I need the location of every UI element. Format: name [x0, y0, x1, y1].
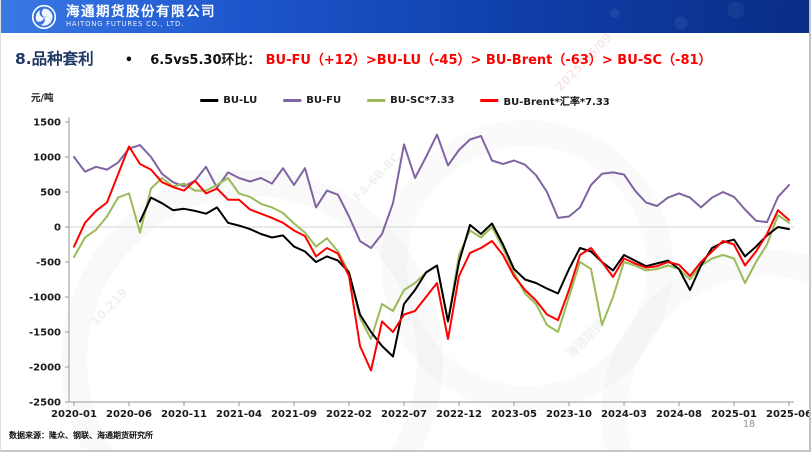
page-number: 18 [743, 419, 756, 430]
legend-label: BU-Brent*汇率*7.33 [503, 97, 610, 108]
bullet-marker: • [124, 53, 134, 68]
legend-swatch [200, 99, 219, 102]
header-bar: 海通期货股份有限公司 HAITONG FUTURES CO., LTD. [1, 0, 809, 33]
svg-text:1000: 1000 [33, 153, 61, 164]
company-name-block: 海通期货股份有限公司 HAITONG FUTURES CO., LTD. [66, 5, 216, 27]
legend-label: BU-FU [306, 95, 342, 106]
company-name-cn: 海通期货股份有限公司 [66, 4, 216, 21]
svg-text:0: 0 [54, 223, 61, 234]
svg-text:-2000: -2000 [29, 363, 61, 374]
legend-item: BU-FU [283, 95, 341, 106]
legend-item: BU-Brent*汇率*7.33 [480, 93, 610, 108]
legend-swatch [367, 99, 386, 102]
comparison-ranking: BU-FU（+12）>BU-LU（-45）> BU-Brent（-63）> BU… [265, 53, 712, 68]
legend-label: BU-LU [223, 95, 258, 106]
svg-text:2023-10: 2023-10 [546, 409, 592, 420]
section-title: 8.品种套利 [15, 50, 94, 68]
svg-text:2022-12: 2022-12 [436, 409, 482, 420]
data-source-note: 数据来源：隆众、钢联、海通期货研究所 [9, 431, 153, 440]
chart-legend: BU-LU BU-FU BU-SC*7.33 BU-Brent*汇率*7.33 [200, 93, 610, 108]
legend-item: BU-LU [200, 95, 257, 106]
y-axis-unit-label: 元/吨 [31, 93, 54, 104]
legend-label: BU-SC*7.33 [390, 95, 455, 106]
company-name-en: HAITONG FUTURES CO., LTD. [66, 19, 184, 28]
svg-text:-2500: -2500 [29, 398, 61, 409]
title-row: 8.品种套利 • 6.5vs5.30环比： BU-FU（+12）>BU-LU（-… [15, 47, 803, 69]
legend-item: BU-SC*7.33 [367, 95, 454, 106]
comparison-prefix: 6.5vs5.30环比： [150, 53, 261, 68]
legend-swatch [480, 99, 499, 102]
svg-text:500: 500 [40, 188, 61, 199]
legend-swatch [283, 99, 302, 102]
svg-text:-1000: -1000 [29, 293, 61, 304]
svg-text:1500: 1500 [33, 118, 61, 129]
svg-text:-1500: -1500 [29, 328, 61, 339]
svg-text:-500: -500 [36, 258, 61, 269]
watermark-ring [61, 170, 443, 450]
watermark-fragment: F4-6B-8C [350, 150, 403, 204]
haitong-logo-icon [31, 4, 57, 29]
